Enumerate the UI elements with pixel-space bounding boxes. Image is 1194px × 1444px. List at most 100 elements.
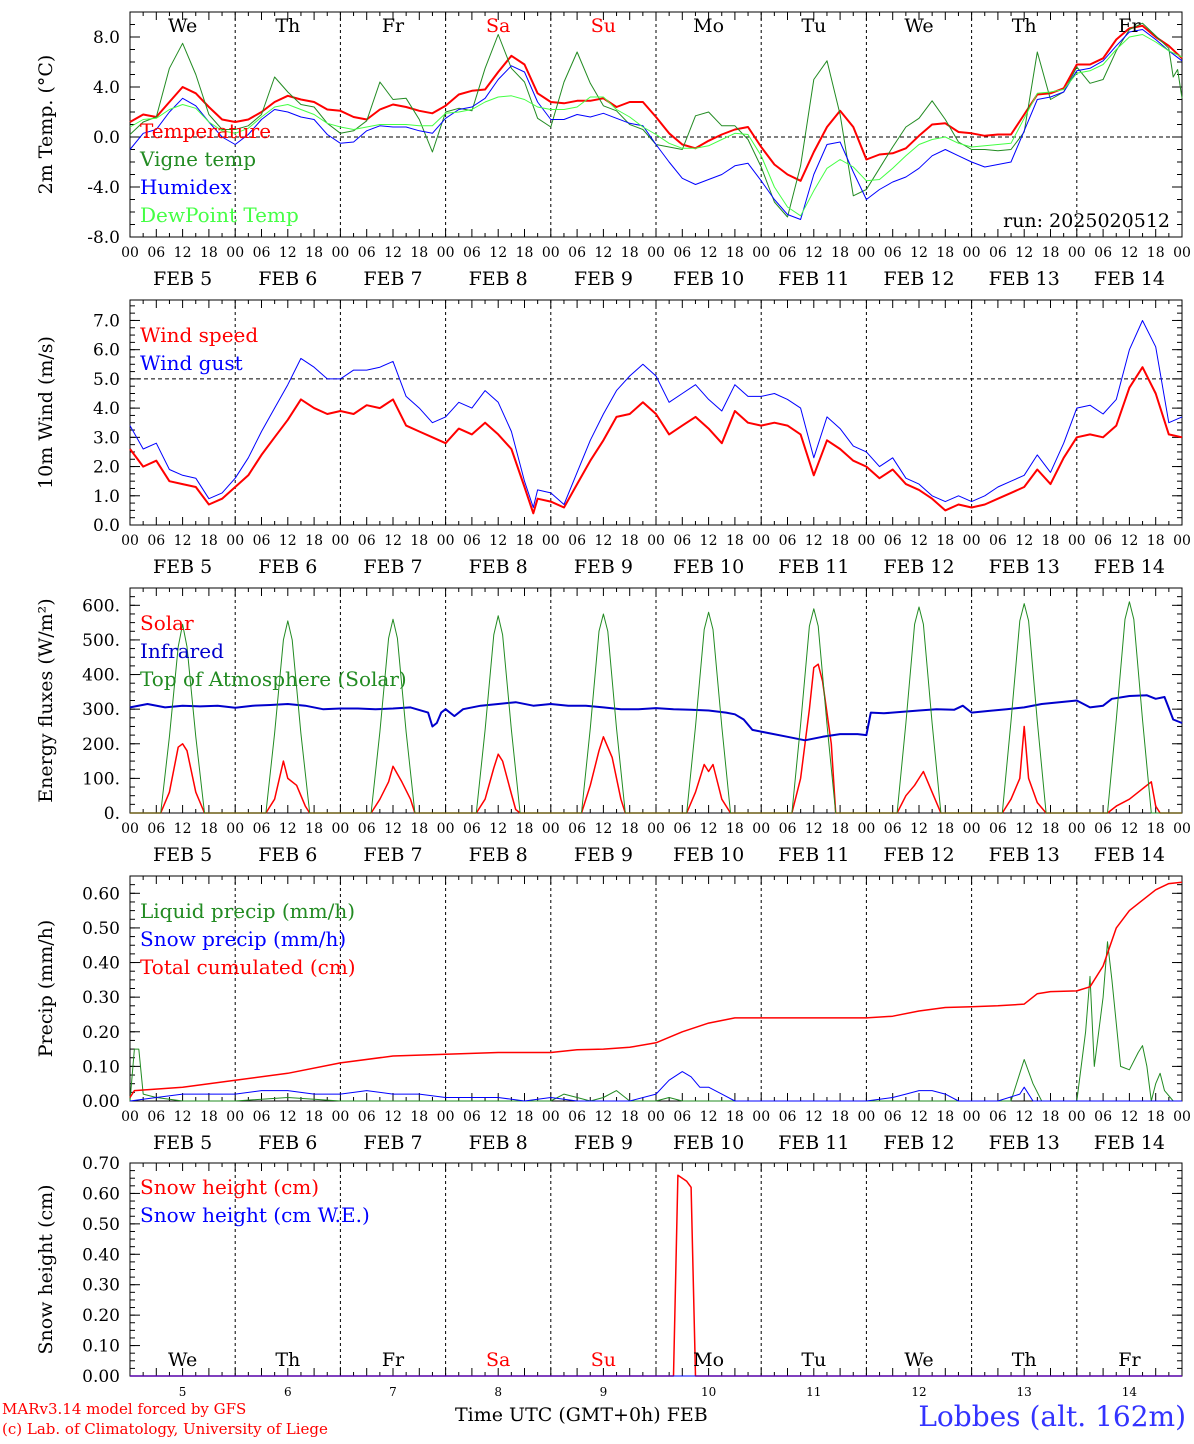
hour-tick-label: 18	[621, 533, 639, 549]
hour-tick-label: 18	[936, 245, 954, 261]
y-tick-label: 0.30	[82, 988, 120, 1008]
hour-tick-label: 00	[752, 533, 770, 549]
hour-tick-label: 00	[1173, 533, 1191, 549]
y-tick-label: 200.	[82, 735, 120, 755]
hour-tick-label: 00	[437, 821, 455, 837]
hour-tick-label: 06	[147, 533, 165, 549]
hour-tick-label: 06	[884, 245, 902, 261]
hour-tick-label: 00	[542, 533, 560, 549]
hour-tick-label: 00	[1068, 1109, 1086, 1125]
panel-3	[129, 587, 1183, 814]
weekday-label: Tu	[801, 15, 826, 37]
hour-tick-label: 00	[1068, 821, 1086, 837]
hour-tick-label: 06	[1094, 1109, 1112, 1125]
date-label: FEB 9	[574, 844, 633, 866]
date-label: FEB 7	[363, 556, 422, 578]
hour-tick-label: 18	[621, 821, 639, 837]
hour-tick-label: 12	[1120, 821, 1138, 837]
series-line-top-of-atmosphere-solar-	[130, 601, 1182, 814]
weekday-label: Fr	[382, 1349, 405, 1371]
hour-tick-label: 18	[831, 1109, 849, 1125]
hour-tick-label: 00	[542, 1109, 560, 1125]
hour-tick-label: 00	[1173, 821, 1191, 837]
hour-tick-label: 06	[463, 821, 481, 837]
hour-tick-label: 00	[437, 1109, 455, 1125]
weekday-label: Th	[275, 15, 300, 37]
hour-tick-label: 18	[726, 821, 744, 837]
hour-tick-label: 12	[594, 533, 612, 549]
weekday-label: We	[904, 1349, 933, 1371]
legend-entry: Infrared	[140, 639, 224, 663]
y-axis-label: 2m Temp. (°C)	[35, 55, 57, 195]
weekday-label: Mo	[693, 15, 724, 37]
hour-tick-label: 00	[857, 245, 875, 261]
hour-tick-label: 18	[621, 1109, 639, 1125]
date-label: FEB 13	[989, 1132, 1060, 1154]
hour-tick-label: 06	[884, 821, 902, 837]
hour-tick-label: 06	[463, 533, 481, 549]
date-label: FEB 13	[989, 844, 1060, 866]
hour-tick-label: 00	[857, 821, 875, 837]
hour-tick-label: 18	[831, 245, 849, 261]
hour-tick-label: 12	[174, 245, 192, 261]
weekday-label: We	[168, 15, 197, 37]
hour-tick-label: 00	[121, 821, 139, 837]
hour-tick-label: 18	[1042, 533, 1060, 549]
hour-tick-label: 12	[700, 245, 718, 261]
day-number-label: 12	[911, 1385, 926, 1399]
day-number-label: 5	[179, 1385, 187, 1399]
series-line-temperature	[129, 24, 1183, 182]
y-tick-label: 0.70	[82, 1154, 120, 1174]
hour-tick-label: 12	[489, 533, 507, 549]
hour-tick-label: 12	[910, 245, 928, 261]
weekday-label: Sa	[486, 15, 510, 37]
hour-tick-label: 12	[1015, 1109, 1033, 1125]
series-line-total-cumulated-cm-	[129, 881, 1183, 1098]
hour-tick-label: 00	[752, 245, 770, 261]
hour-tick-label: 06	[989, 245, 1007, 261]
hour-tick-label: 06	[779, 533, 797, 549]
date-label: FEB 6	[258, 268, 317, 290]
date-label: FEB 11	[778, 268, 849, 290]
y-tick-label: 3.0	[93, 428, 120, 448]
hour-tick-label: 06	[568, 533, 586, 549]
lab-credit: (c) Lab. of Climatology, University of L…	[2, 1420, 328, 1438]
day-number-label: 7	[389, 1385, 397, 1399]
hour-tick-label: 06	[463, 245, 481, 261]
hour-tick-label: 12	[910, 533, 928, 549]
y-axis-label: 10m Wind (m/s)	[35, 336, 57, 489]
y-tick-label: 5.0	[93, 370, 120, 390]
date-label: FEB 6	[258, 1132, 317, 1154]
hour-tick-label: 06	[989, 821, 1007, 837]
date-label: FEB 9	[574, 1132, 633, 1154]
hour-tick-label: 12	[279, 821, 297, 837]
hour-tick-label: 18	[621, 245, 639, 261]
hour-tick-label: 06	[568, 821, 586, 837]
hour-tick-label: 06	[463, 1109, 481, 1125]
hour-tick-label: 06	[1094, 821, 1112, 837]
date-label: FEB 12	[883, 844, 954, 866]
x-axis-title: Time UTC (GMT+0h) FEB	[455, 1404, 708, 1426]
y-tick-label: 0.0	[93, 128, 120, 148]
hour-tick-label: 18	[936, 533, 954, 549]
date-label: FEB 8	[469, 1132, 528, 1154]
weekday-label: Su	[591, 1349, 616, 1371]
y-axis-label: Snow height (cm)	[35, 1184, 57, 1354]
hour-tick-label: 00	[437, 245, 455, 261]
hour-tick-label: 18	[516, 533, 534, 549]
hour-tick-label: 18	[936, 821, 954, 837]
hour-tick-label: 00	[542, 245, 560, 261]
legend-entry: DewPoint Temp	[140, 203, 299, 227]
weekday-label: Fr	[1118, 15, 1141, 37]
hour-tick-label: 00	[647, 245, 665, 261]
hour-tick-label: 12	[489, 245, 507, 261]
hour-tick-label: 06	[253, 821, 271, 837]
date-label: FEB 7	[363, 268, 422, 290]
weekday-label: We	[904, 15, 933, 37]
hour-tick-label: 12	[805, 245, 823, 261]
date-label: FEB 13	[989, 268, 1060, 290]
hour-tick-label: 18	[1147, 1109, 1165, 1125]
y-tick-label: 0.20	[82, 1023, 120, 1043]
hour-tick-label: 18	[831, 821, 849, 837]
